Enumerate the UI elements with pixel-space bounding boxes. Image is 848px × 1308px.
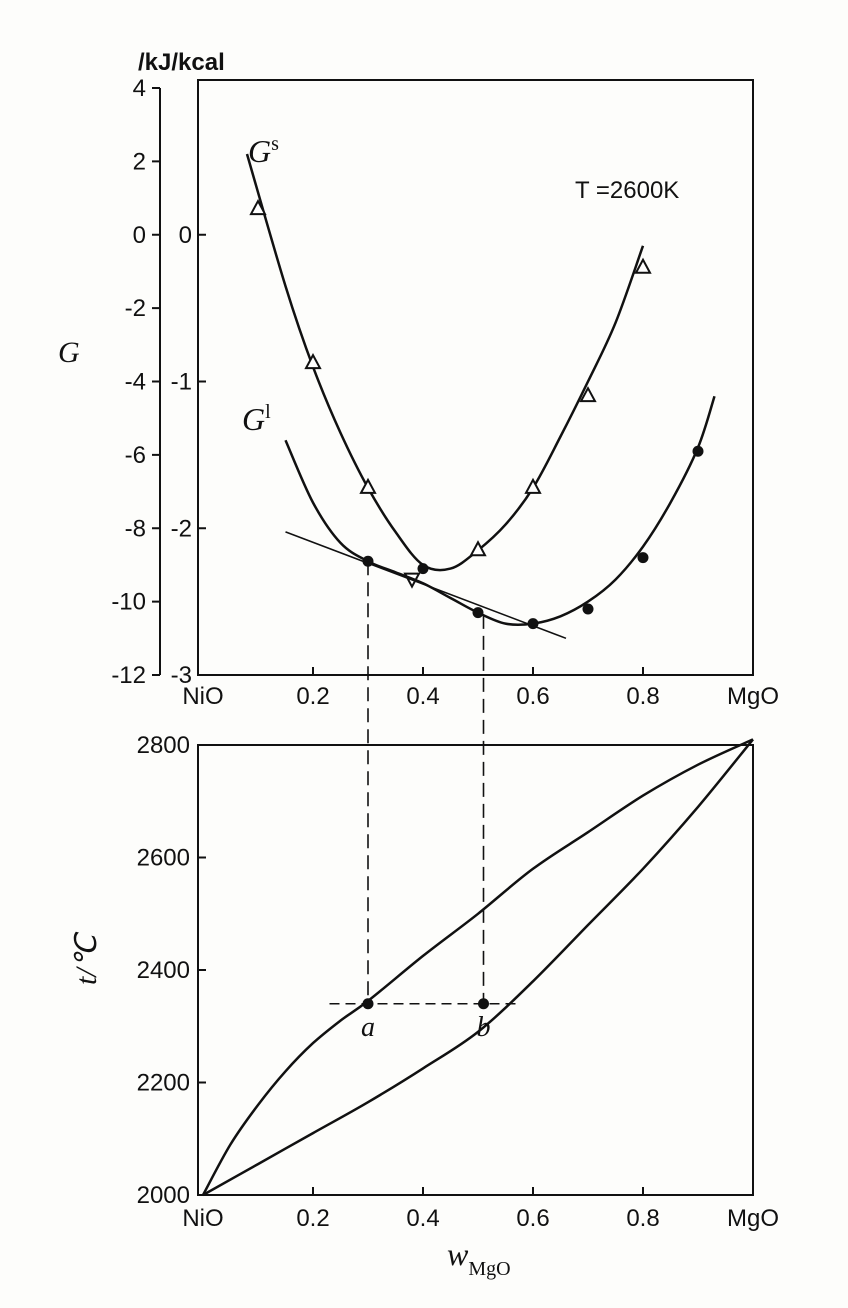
series-labels: Gs Gl [242, 133, 279, 437]
gs-series-label: Gs [248, 133, 279, 169]
gl-data-point [637, 552, 649, 564]
left-tick-label: -6 [125, 442, 146, 469]
gs-data-point [634, 257, 652, 274]
top-x-tick-label: 0.6 [516, 683, 549, 710]
gs-data-point [469, 540, 487, 557]
gibbs-energy-chart: /kJ/kcal G T =2600K 4 2 0 -2 -4 -6 -8 -10 -12 0 -… [58, 49, 779, 710]
gs-data-point [304, 353, 322, 370]
x-title-main: w [447, 1236, 469, 1272]
left-tick-label: -12 [111, 662, 146, 689]
left-tick-label: -2 [125, 295, 146, 322]
gl-data-point [692, 445, 704, 457]
temperature-annotation: T =2600K [575, 177, 679, 204]
top-inner-axis-ticks: 0 -1 -2 -3 [171, 222, 206, 689]
left-tick-label: 0 [133, 222, 146, 249]
bottom-x-axis-ticks: NiO 0.2 0.4 0.6 0.8 MgO [182, 1187, 779, 1232]
gs-data-point [249, 198, 267, 216]
inner-tick-label: -2 [171, 515, 192, 542]
top-x-tick-label: 0.2 [296, 683, 329, 710]
bottom-y-tick-label: 2200 [137, 1070, 190, 1097]
bottom-y-axis-title: t/℃ [70, 931, 103, 985]
point-a [362, 998, 374, 1010]
solidus-curve [202, 738, 754, 1197]
inner-tick-label: 0 [179, 222, 192, 249]
point-b [478, 998, 489, 1010]
top-x-axis-ticks: NiO 0.2 0.4 0.6 0.8 MgO [182, 667, 779, 710]
top-y-axis-title: G [58, 336, 80, 369]
left-tick-label: -4 [125, 369, 146, 396]
top-x-tick-label: NiO [182, 683, 223, 710]
gl-label-sup: l [265, 401, 271, 423]
gl-curve [284, 395, 716, 627]
gs-data-point [359, 477, 377, 494]
bottom-x-tick-label: NiO [182, 1205, 223, 1232]
gs-data-point [579, 386, 597, 403]
top-plot-frame [197, 79, 754, 676]
inner-tick-label: -1 [171, 369, 192, 396]
top-x-tick-label: 0.4 [406, 683, 439, 710]
gs-label-sup: s [271, 133, 279, 155]
projection-guides [367, 561, 485, 1004]
bottom-x-tick-label: 0.2 [296, 1205, 329, 1232]
top-left-axis-ticks: 4 2 0 -2 -4 -6 -8 -10 -12 [111, 75, 161, 689]
bottom-y-tick-label: 2600 [137, 845, 190, 872]
inner-tick-label: -3 [171, 662, 192, 689]
bottom-x-axis-title: wMgO [447, 1236, 511, 1280]
point-b-label: b [477, 1012, 491, 1043]
bottom-plot-frame [197, 744, 754, 1196]
bottom-y-tick-label: 2400 [137, 957, 190, 984]
liquidus-curve [201, 738, 754, 1196]
gl-data-point [582, 603, 594, 615]
bottom-x-tick-label: 0.6 [516, 1205, 549, 1232]
gs-curve [245, 153, 645, 572]
bottom-y-tick-label: 2800 [137, 732, 190, 759]
x-title-sub: MgO [468, 1258, 510, 1280]
gs-label-main: G [248, 133, 271, 169]
bottom-y-tick-label: 2000 [137, 1182, 190, 1209]
point-a-label: a [361, 1012, 375, 1043]
gl-series-label: Gl [242, 401, 271, 437]
bottom-x-tick-label: 0.8 [626, 1205, 659, 1232]
bottom-x-tick-label: MgO [727, 1205, 779, 1232]
gs-data-point [524, 477, 542, 494]
left-tick-label: -8 [125, 515, 146, 542]
common-tangent-line [285, 531, 567, 640]
left-tick-label: -10 [111, 589, 146, 616]
unit-label: /kJ/kcal [138, 49, 225, 76]
bottom-x-tick-label: 0.4 [406, 1205, 439, 1232]
bottom-y-axis-ticks: 2800 2600 2400 2200 2000 [137, 732, 206, 1209]
top-series-group [245, 153, 716, 640]
gl-data-point [472, 607, 484, 619]
gl-data-point [417, 563, 429, 575]
top-x-tick-label: MgO [727, 683, 779, 710]
top-x-tick-label: 0.8 [626, 683, 659, 710]
gl-label-main: G [242, 401, 265, 437]
left-tick-label: 2 [133, 148, 146, 175]
left-tick-label: 4 [133, 75, 146, 102]
